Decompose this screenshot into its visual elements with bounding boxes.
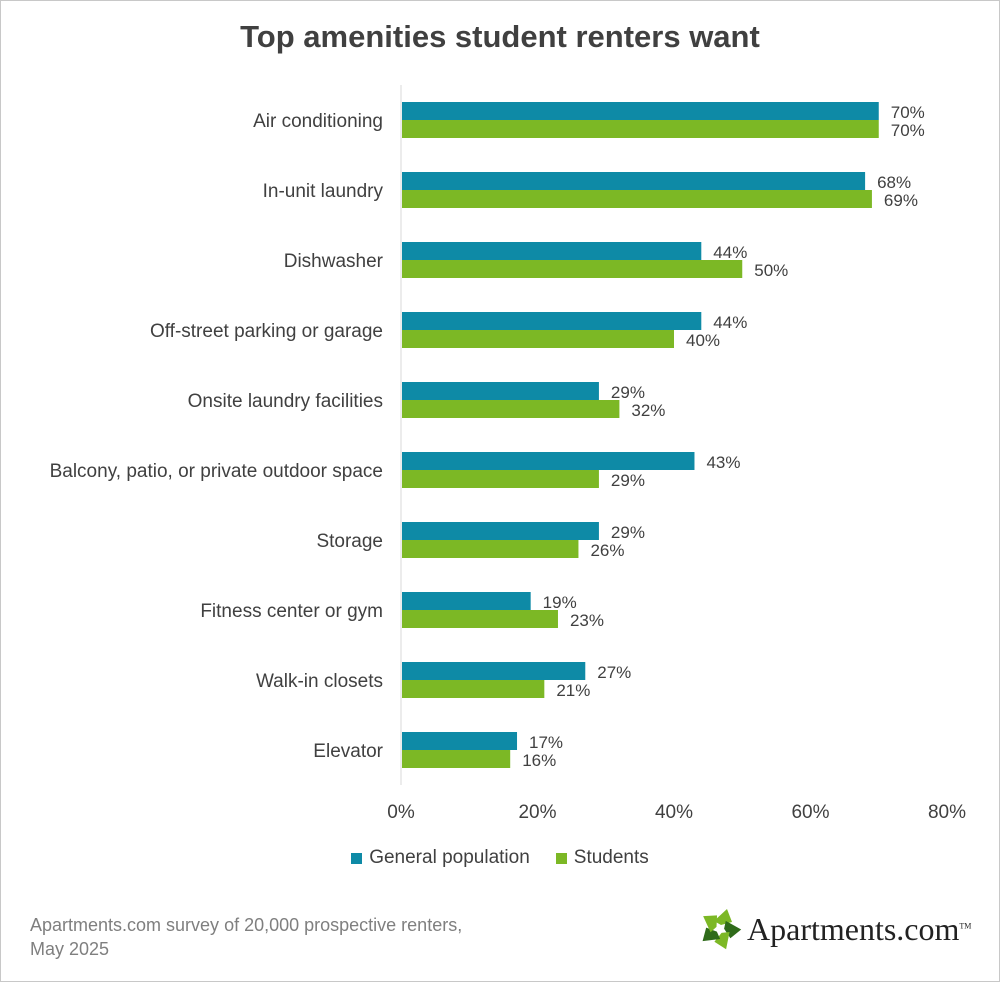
logo-petal (702, 927, 721, 942)
bar-general-population-walk-in-closets (402, 662, 586, 680)
bar-chart: Air conditioning 70%70% In-unit laundry 68%… (50, 85, 966, 823)
data-label-students-fitness-center-or-gym: 23% (570, 611, 604, 630)
bar-students-in-unit-laundry (402, 190, 872, 208)
category-label-storage: Storage (316, 531, 383, 552)
legend-label-students: Students (573, 847, 649, 868)
category-label-dishwasher: Dishwasher (284, 251, 384, 272)
data-label-students-onsite-laundry-facilities: 32% (631, 401, 665, 420)
x-tick-label-60: 60% (791, 802, 829, 823)
legend-swatch-students (555, 852, 567, 864)
bar-students-dishwasher (402, 260, 743, 278)
category-label-off-street-parking-or-garage: Off-street parking or garage (150, 321, 383, 342)
logo-petal (714, 931, 730, 950)
x-tick-label-80: 80% (928, 802, 966, 823)
data-label-students-balcony-patio-or-private-outdoor-space: 29% (611, 471, 645, 490)
data-label-general-population-in-unit-laundry: 68% (877, 173, 911, 192)
x-tick-label-0: 0% (387, 802, 415, 823)
data-label-students-elevator: 16% (522, 751, 556, 770)
bar-general-population-fitness-center-or-gym (402, 592, 531, 610)
bar-students-fitness-center-or-gym (402, 610, 558, 628)
bar-general-population-onsite-laundry-facilities (402, 382, 599, 400)
category-label-air-conditioning: Air conditioning (253, 111, 383, 132)
bar-general-population-air-conditioning (402, 102, 879, 120)
bar-general-population-dishwasher (402, 242, 702, 260)
bar-students-storage (402, 540, 579, 558)
category-label-balcony-patio-or-private-outdoor-space: Balcony, patio, or private outdoor space (50, 461, 383, 482)
bar-students-off-street-parking-or-garage (402, 330, 674, 348)
legend-label-general-population: General population (369, 847, 530, 868)
data-label-students-air-conditioning: 70% (891, 121, 925, 140)
data-label-students-off-street-parking-or-garage: 40% (686, 331, 720, 350)
bar-students-onsite-laundry-facilities (402, 400, 620, 418)
bar-general-population-storage (402, 522, 599, 540)
data-label-general-population-air-conditioning: 70% (891, 103, 925, 122)
logo-petal (714, 909, 732, 925)
source-line-2: May 2025 (30, 939, 110, 959)
logo-tm: TM (959, 920, 972, 930)
source-line-1: Apartments.com survey of 20,000 prospect… (30, 915, 463, 935)
bar-students-elevator (402, 750, 511, 768)
category-label-walk-in-closets: Walk-in closets (256, 671, 383, 692)
bar-general-population-balcony-patio-or-private-outdoor-space (402, 452, 695, 470)
data-label-general-population-off-street-parking-or-garage: 44% (713, 313, 747, 332)
logo-petal (703, 915, 718, 933)
data-label-students-storage: 26% (590, 541, 624, 560)
legend: General population Students (1, 847, 999, 869)
data-label-general-population-walk-in-closets: 27% (597, 663, 631, 682)
chart-title: Top amenities student renters want (240, 19, 760, 54)
logo-text: Apartments.com (747, 910, 960, 947)
data-label-general-population-fitness-center-or-gym: 19% (543, 593, 577, 612)
data-label-students-walk-in-closets: 21% (556, 681, 590, 700)
legend-swatch-general-population (351, 852, 363, 864)
apartments-com-logo: Apartments.comTM (697, 906, 971, 952)
bar-general-population-off-street-parking-or-garage (402, 312, 702, 330)
legend-item-general-population: General population (351, 847, 530, 869)
data-label-general-population-storage: 29% (611, 523, 645, 542)
data-label-students-dishwasher: 50% (754, 261, 788, 280)
bar-general-population-in-unit-laundry (402, 172, 866, 190)
bar-students-air-conditioning (402, 120, 879, 138)
category-label-fitness-center-or-gym: Fitness center or gym (200, 601, 383, 622)
category-label-onsite-laundry-facilities: Onsite laundry facilities (188, 391, 383, 412)
data-label-general-population-elevator: 17% (529, 733, 563, 752)
data-label-general-population-onsite-laundry-facilities: 29% (611, 383, 645, 402)
data-label-general-population-balcony-patio-or-private-outdoor-space: 43% (706, 453, 740, 472)
logo-wordmark: Apartments.comTM (747, 911, 971, 948)
x-tick-label-20: 20% (518, 802, 556, 823)
x-tick-label-40: 40% (655, 802, 693, 823)
data-label-general-population-dishwasher: 44% (713, 243, 747, 262)
bar-general-population-elevator (402, 732, 518, 750)
category-label-elevator: Elevator (313, 741, 383, 762)
legend-item-students: Students (555, 847, 649, 869)
category-label-in-unit-laundry: In-unit laundry (263, 181, 384, 202)
bar-students-walk-in-closets (402, 680, 545, 698)
bar-students-balcony-patio-or-private-outdoor-space (402, 470, 599, 488)
apartments-star-icon (702, 909, 742, 950)
data-label-students-in-unit-laundry: 69% (884, 191, 918, 210)
source-note: Apartments.com survey of 20,000 prospect… (30, 913, 462, 961)
